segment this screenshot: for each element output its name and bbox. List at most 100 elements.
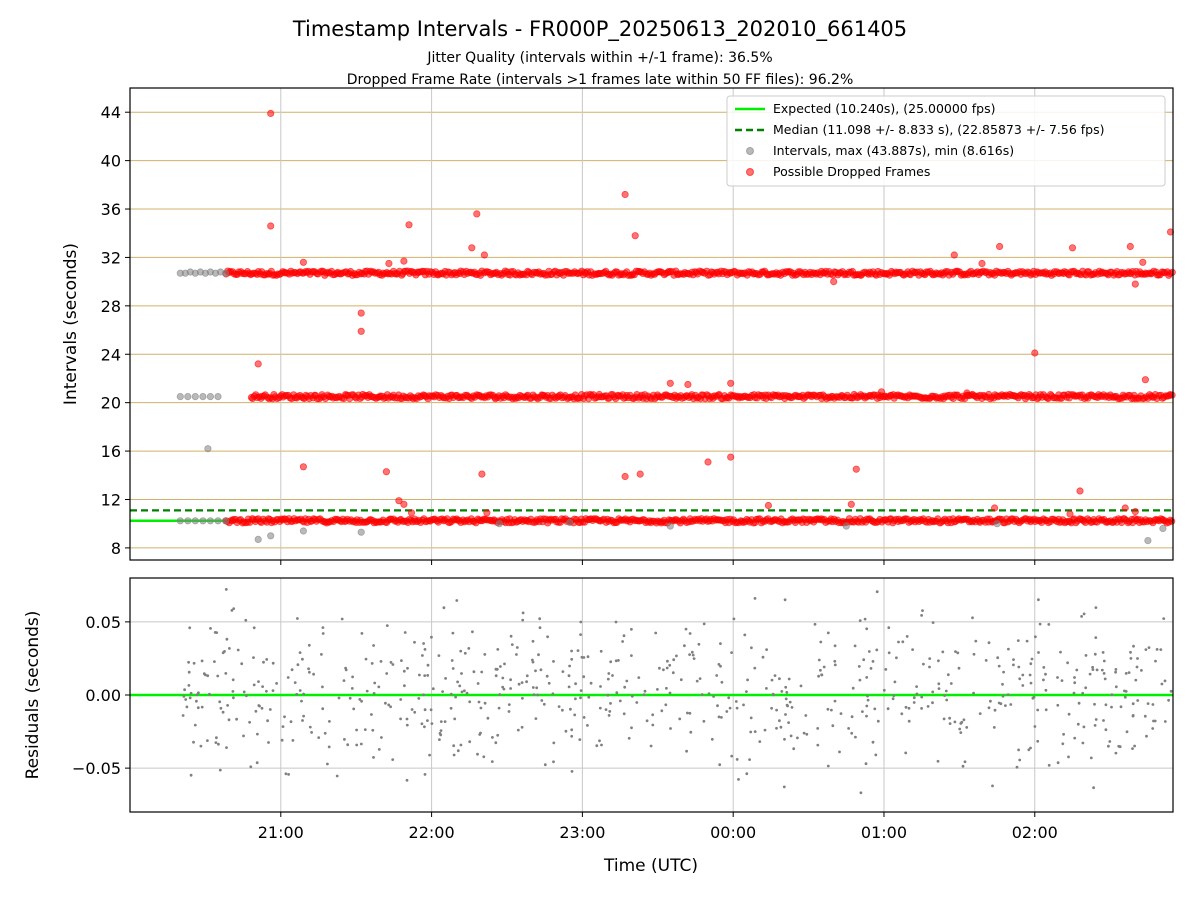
residual-point — [240, 662, 244, 666]
residual-point — [260, 706, 264, 710]
residual-point — [236, 648, 240, 652]
residual-point — [928, 665, 931, 669]
residual-point — [308, 670, 311, 674]
residual-point — [1114, 685, 1118, 689]
residual-point — [678, 717, 682, 721]
residual-point — [672, 658, 676, 662]
residual-point — [920, 707, 923, 710]
residual-point — [1002, 670, 1005, 674]
residual-point — [218, 700, 222, 704]
residual-point — [373, 681, 377, 685]
residual-point — [478, 733, 482, 736]
residual-point — [359, 742, 363, 746]
residual-point — [323, 731, 327, 735]
residual-point — [252, 683, 256, 687]
residual-point — [1144, 648, 1148, 651]
residual-point — [216, 674, 220, 678]
residual-point — [642, 693, 646, 696]
residual-point — [598, 739, 601, 743]
dropped-frame-point — [1139, 258, 1147, 266]
residual-point — [498, 693, 502, 696]
residual-point — [1131, 702, 1135, 706]
residual-point — [301, 657, 304, 661]
residual-point — [854, 735, 857, 739]
residual-point — [997, 664, 1001, 668]
residual-point — [942, 717, 946, 721]
residual-point — [494, 741, 498, 745]
residual-point — [904, 751, 908, 755]
residual-point — [295, 692, 299, 696]
residual-point — [622, 634, 626, 638]
residual-point — [300, 699, 303, 703]
residual-point — [520, 681, 524, 684]
residual-point — [209, 627, 212, 630]
residual-point — [525, 680, 528, 684]
residual-point — [184, 698, 188, 701]
residual-point — [225, 746, 228, 749]
dropped-frame-point — [1068, 244, 1077, 252]
residual-point — [463, 651, 467, 655]
intervals-y-tick-label: 16 — [101, 442, 121, 461]
residual-point — [783, 737, 786, 741]
residual-point — [1123, 695, 1127, 699]
residual-point — [552, 760, 555, 764]
residual-point — [491, 736, 494, 739]
residual-point — [749, 716, 753, 720]
residual-point — [743, 633, 747, 637]
residual-point — [302, 692, 305, 696]
residual-point — [1127, 671, 1131, 674]
residual-point — [187, 660, 191, 664]
residual-point — [887, 626, 891, 630]
residual-point — [937, 682, 941, 686]
residual-point — [862, 658, 866, 662]
residual-point — [625, 679, 629, 683]
residual-point — [668, 663, 672, 667]
residual-point — [1094, 606, 1098, 609]
residual-point — [557, 705, 561, 708]
residual-point — [1117, 744, 1121, 748]
residual-point — [539, 668, 543, 672]
residual-point — [606, 693, 610, 697]
residual-point — [826, 764, 830, 768]
residual-point — [450, 659, 454, 662]
residual-point — [1163, 720, 1167, 723]
dropped-frame-point — [1168, 391, 1176, 399]
residual-point — [531, 658, 534, 662]
residual-point — [1073, 676, 1076, 679]
residual-point — [579, 696, 582, 700]
dropped-frame-point — [478, 470, 486, 478]
residual-point — [805, 732, 809, 736]
residual-point — [208, 692, 211, 696]
residual-point — [561, 670, 565, 673]
intervals-y-tick-label: 44 — [101, 103, 121, 122]
residual-point — [858, 678, 862, 682]
residual-point — [865, 714, 868, 718]
residual-point — [1167, 698, 1170, 702]
residual-point — [865, 627, 869, 631]
residual-point — [688, 653, 691, 656]
residual-point — [265, 658, 269, 661]
interval-point — [176, 392, 184, 401]
residual-point — [346, 743, 350, 747]
residual-point — [542, 702, 546, 706]
residual-point — [665, 686, 668, 690]
residual-point — [775, 708, 778, 712]
residual-point — [261, 685, 264, 688]
residual-point — [266, 719, 269, 723]
residual-point — [645, 719, 649, 723]
residual-point — [342, 679, 346, 682]
residual-point — [1042, 666, 1046, 669]
residual-point — [215, 736, 218, 740]
residual-point — [499, 665, 502, 668]
residual-point — [405, 723, 409, 727]
residual-point — [291, 739, 295, 742]
residual-point — [893, 680, 897, 684]
residual-point — [1135, 665, 1139, 669]
residual-point — [389, 661, 393, 664]
dropped-frame-point — [395, 497, 403, 505]
residual-point — [1162, 617, 1166, 620]
residual-point — [255, 761, 259, 765]
residual-point — [389, 705, 392, 709]
residual-point — [570, 770, 574, 773]
residual-point — [335, 774, 339, 778]
